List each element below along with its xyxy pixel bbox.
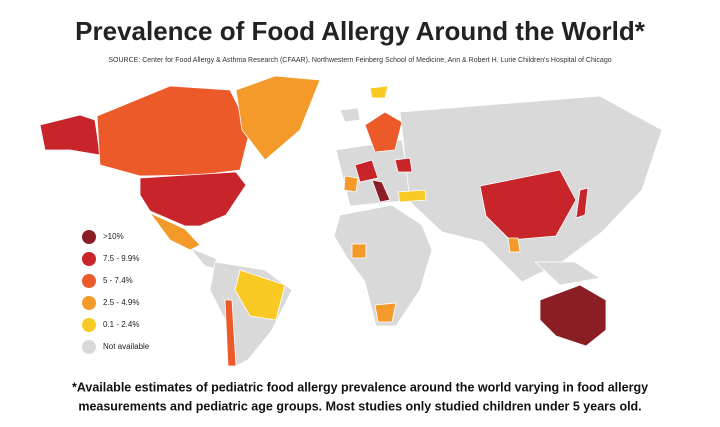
- legend-swatch: [82, 230, 96, 244]
- region: [224, 299, 237, 367]
- region: [507, 237, 521, 253]
- region: [39, 114, 101, 156]
- region: [394, 157, 413, 173]
- region: [343, 175, 359, 193]
- legend-label: 7.5 - 9.9%: [103, 254, 139, 263]
- region: [374, 302, 397, 323]
- legend-swatch: [82, 296, 96, 310]
- region: [354, 159, 379, 183]
- region: [351, 243, 367, 259]
- region: [149, 212, 201, 251]
- title: Prevalence of Food Allergy Around the Wo…: [75, 16, 646, 46]
- region: [364, 111, 403, 153]
- region: [533, 261, 602, 286]
- legend-label: 2.5 - 4.9%: [103, 298, 139, 307]
- region: [96, 85, 251, 177]
- region: [575, 187, 589, 219]
- legend-swatch: [82, 274, 96, 288]
- world-map: [39, 75, 663, 369]
- region: [539, 284, 607, 347]
- region: [479, 169, 577, 241]
- legend-label: >10%: [103, 232, 124, 241]
- region: [139, 171, 247, 227]
- region: [371, 179, 391, 203]
- legend-label: 0.1 - 2.4%: [103, 320, 139, 329]
- region: [397, 189, 427, 203]
- legend-label: Not available: [103, 342, 150, 351]
- footnote: *Available estimates of pediatric food a…: [72, 380, 648, 394]
- legend-swatch: [82, 318, 96, 332]
- region: [333, 204, 433, 327]
- legend: >10% 7.5 - 9.9% 5 - 7.4% 2.5 - 4.9% 0.1 - 2.…: [82, 230, 150, 354]
- region: [339, 107, 361, 123]
- legend-swatch: [82, 340, 96, 354]
- region: [369, 85, 389, 99]
- legend-swatch: [82, 252, 96, 266]
- footnote: measurements and pediatric age groups. M…: [78, 399, 641, 413]
- region: [234, 269, 286, 321]
- legend-label: 5 - 7.4%: [103, 276, 133, 285]
- region: [235, 75, 321, 161]
- source: SOURCE: Center for Food Allergy & Asthma…: [108, 57, 611, 64]
